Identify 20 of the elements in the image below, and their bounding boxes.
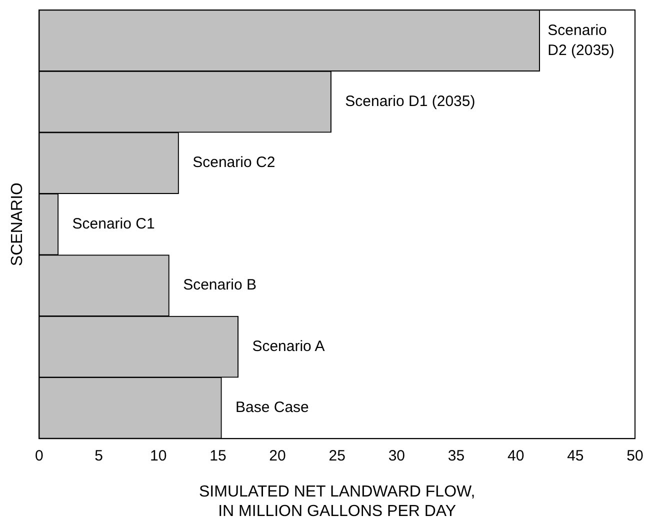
x-tick-label: 15 (210, 448, 226, 465)
y-tick-label: Scenario D1 (2035) (345, 92, 476, 110)
y-tick-label: Base Case (236, 399, 309, 416)
x-tick-label: 20 (269, 448, 286, 465)
y-axis-title: SCENARIO (9, 182, 26, 266)
x-tick-label: 5 (94, 448, 103, 465)
x-tick-label: 30 (388, 448, 406, 465)
x-axis-title: SIMULATED NET LANDWARD FLOW, IN MILLION GALLONS PER DAY (199, 484, 476, 520)
y-tick-label: Scenario D2 (2035) (548, 22, 614, 59)
y-tick-label: Scenario B (183, 276, 256, 294)
x-tick-label: 50 (626, 448, 644, 465)
x-tick-label: 25 (328, 448, 346, 465)
y-tick-label: Scenario C2 (192, 154, 276, 172)
x-tick-label: 40 (507, 448, 524, 465)
y-tick-label: Scenario A (252, 338, 325, 355)
x-tick-label: 0 (35, 448, 44, 465)
y-tick-label: Scenario C1 (72, 215, 155, 232)
x-tick-label: 10 (150, 448, 167, 465)
x-tick-label: 35 (448, 448, 465, 465)
x-tick-label: 45 (567, 448, 584, 465)
